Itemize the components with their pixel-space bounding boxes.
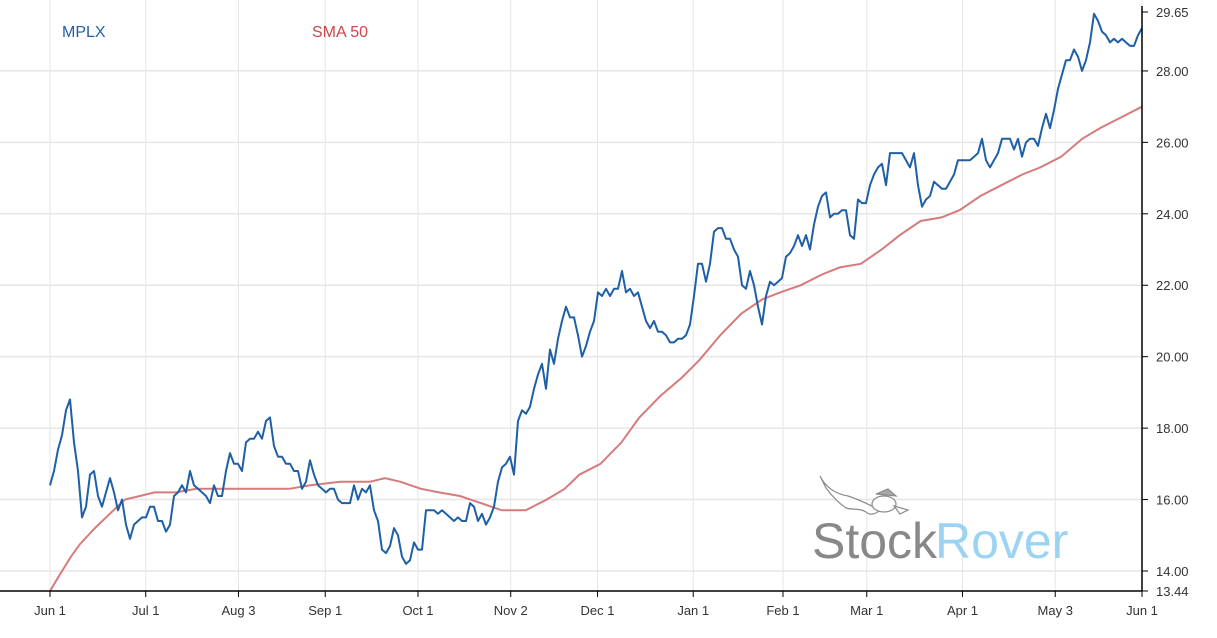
x-tick-label: May 3 [1038,603,1073,618]
x-tick-label: Jan 1 [677,603,709,618]
y-tick-label: 26.00 [1156,135,1189,150]
axes: Jun 1 Jul 1 Aug 3 Sep 1 Oct 1 Nov 2 Dec 1 Jan 1… [0,5,1189,618]
x-tick-label: Feb 1 [766,603,799,618]
y-tick-label: 22.00 [1156,278,1189,293]
dog-logo-icon [819,475,910,515]
x-tick-label: Jul 1 [132,603,159,618]
y-tick-label: 29.65 [1156,5,1189,20]
y-tick-label: 18.00 [1156,421,1189,436]
x-tick-label: Oct 1 [402,603,433,618]
legend-sma-50: SMA 50 [312,24,368,41]
y-tick-label: 16.00 [1156,493,1189,508]
gridlines [0,0,1143,591]
x-tick-label: Dec 1 [581,603,615,618]
y-tick-label: 14.00 [1156,564,1189,579]
y-tick-label: 28.00 [1156,64,1189,79]
x-tick-label: Aug 3 [221,603,255,618]
x-tick-label: Nov 2 [494,603,528,618]
mplx-price-line [49,12,1143,565]
watermark-stock: Stock [812,513,938,569]
stockrover-watermark: Stock Rover [812,475,1068,569]
x-tick-label: Jun 1 [34,603,66,618]
watermark-rover: Rover [935,513,1068,569]
y-tick-label: 24.00 [1156,207,1189,222]
legend-mplx: MPLX [62,24,106,41]
y-tick-label: 13.44 [1156,584,1189,599]
x-tick-label: Apr 1 [947,603,978,618]
x-tick-label: Jun 1 [1126,603,1158,618]
x-tick-label: Mar 1 [850,603,883,618]
x-tick-label: Sep 1 [308,603,342,618]
series-layer [49,12,1143,592]
y-tick-label: 20.00 [1156,350,1189,365]
